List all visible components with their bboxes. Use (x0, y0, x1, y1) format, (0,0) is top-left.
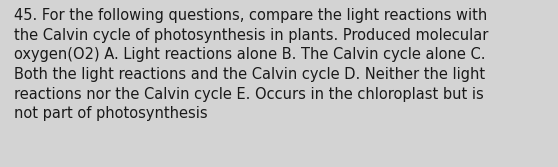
Text: 45. For the following questions, compare the light reactions with
the Calvin cyc: 45. For the following questions, compare… (14, 8, 488, 121)
